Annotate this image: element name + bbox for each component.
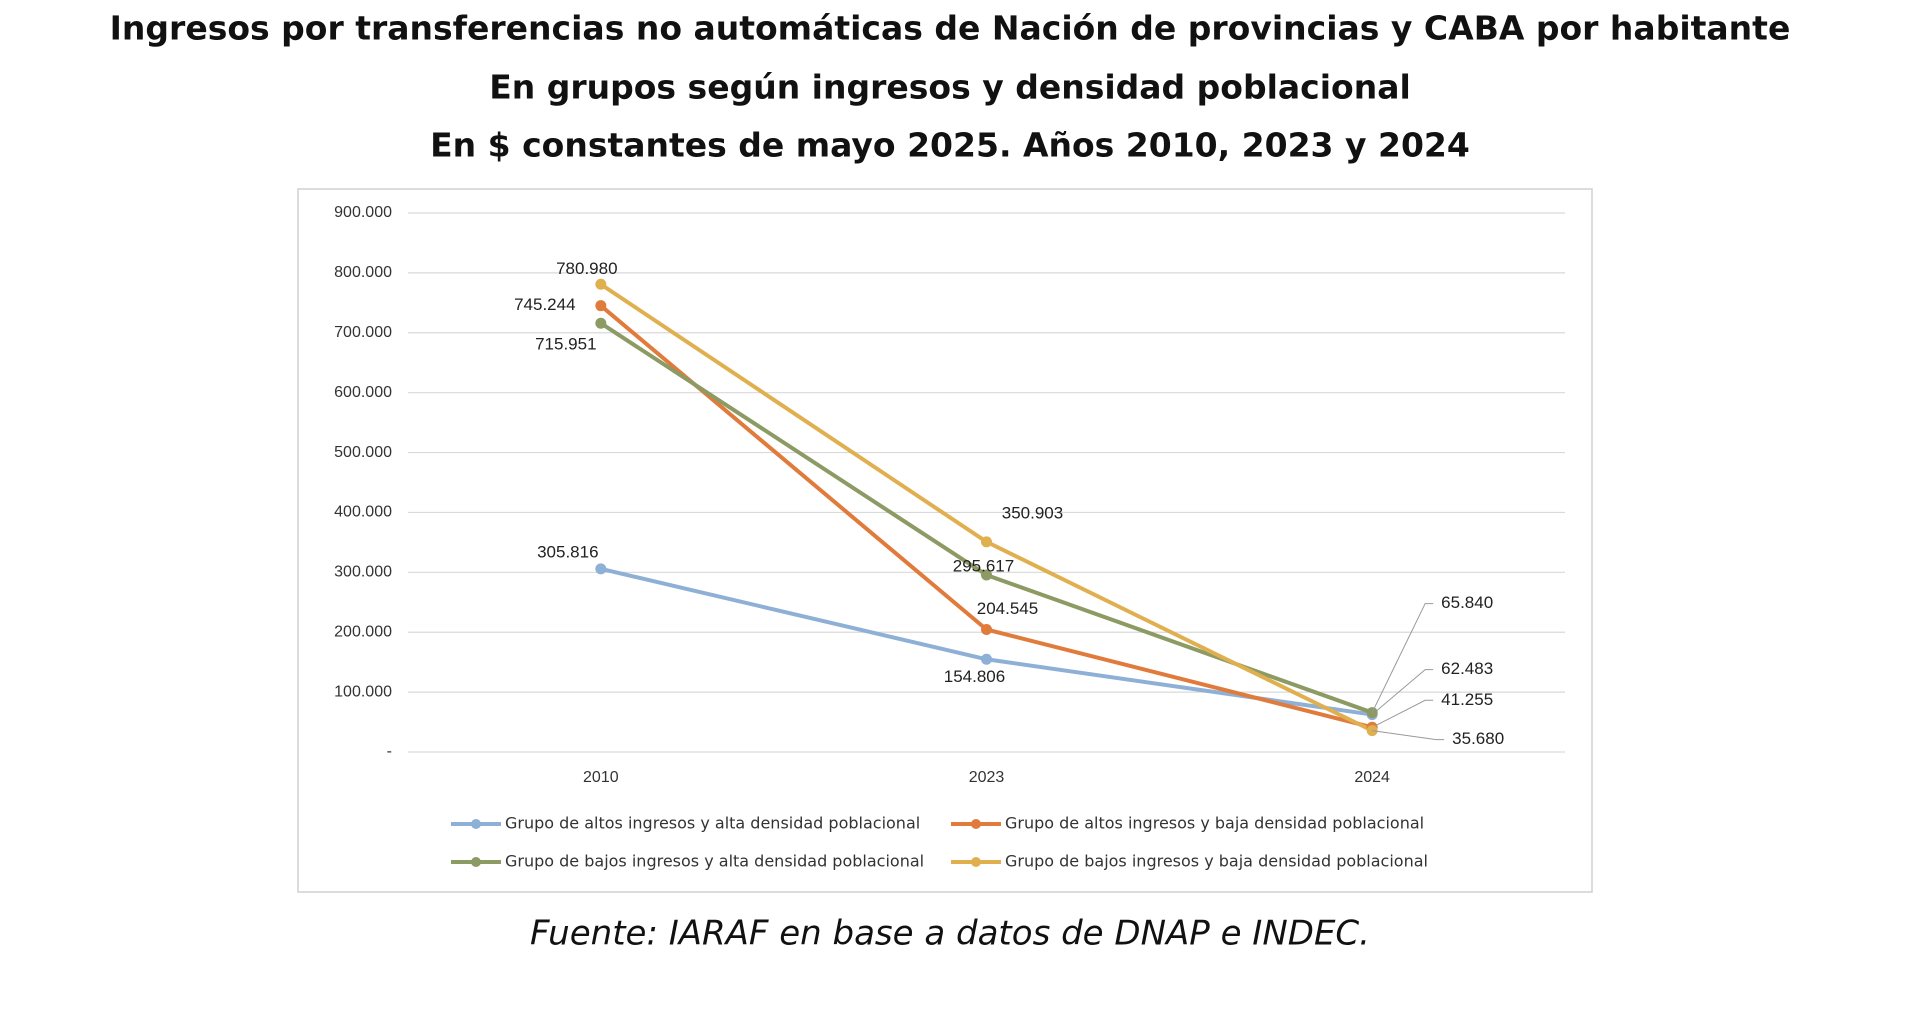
legend-swatch — [971, 819, 981, 829]
marker — [595, 278, 607, 290]
legend-swatch — [471, 857, 481, 867]
y-tick-label: 700.000 — [334, 324, 392, 341]
value-label: 350.903 — [1002, 503, 1063, 522]
y-tick-label: 400.000 — [334, 504, 392, 521]
value-label: 780.980 — [556, 259, 617, 278]
y-tick-label: 300.000 — [334, 564, 392, 581]
chart-subtitle: En $ constantes de mayo 2025. Años 2010,… — [430, 126, 1470, 165]
marker — [595, 317, 607, 329]
value-label: 305.816 — [537, 542, 598, 561]
y-tick-label: 900.000 — [334, 204, 392, 221]
y-tick-label: 600.000 — [334, 384, 392, 401]
leader-line — [1372, 730, 1445, 741]
marker — [981, 569, 992, 581]
x-tick-label: 2023 — [969, 769, 1005, 786]
value-label: 62.483 — [1441, 659, 1493, 678]
legend-label: Grupo de altos ingresos y baja densidad … — [1005, 814, 1424, 833]
value-label: 65.840 — [1441, 593, 1493, 612]
marker — [981, 653, 992, 665]
marker — [981, 624, 992, 636]
leader-line — [1371, 699, 1434, 728]
value-label: 41.255 — [1441, 690, 1493, 709]
y-tick-label: - — [387, 743, 392, 760]
legend-label: Grupo de bajos ingresos y alta densidad … — [505, 852, 924, 871]
legend-label: Grupo de altos ingresos y alta densidad … — [505, 814, 920, 833]
value-label: 154.806 — [944, 667, 1005, 686]
y-tick-label: 200.000 — [334, 623, 392, 640]
marker — [595, 300, 607, 312]
value-label: 35.680 — [1452, 729, 1504, 748]
legend-swatch — [471, 819, 481, 829]
marker — [595, 563, 607, 575]
value-label: 745.244 — [514, 295, 575, 314]
value-label: 715.951 — [535, 335, 596, 354]
source: Fuente: IARAF en base a datos de DNAP e … — [530, 914, 1370, 954]
chart-title: Ingresos por transferencias no automátic… — [110, 9, 1791, 48]
x-tick-label: 2024 — [1354, 769, 1390, 786]
value-label: 204.545 — [977, 599, 1038, 618]
marker — [981, 536, 992, 548]
leader-line — [1371, 603, 1434, 713]
y-tick-label: 800.000 — [334, 264, 392, 281]
chart-subtitle: En grupos según ingresos y densidad pobl… — [489, 68, 1411, 107]
x-tick-label: 2010 — [583, 769, 619, 786]
leader-line — [1371, 669, 1434, 715]
legend-swatch — [971, 857, 981, 867]
value-label: 295.617 — [953, 556, 1014, 575]
y-tick-label: 500.000 — [334, 444, 392, 461]
y-tick-label: 100.000 — [334, 683, 392, 700]
legend-label: Grupo de bajos ingresos y baja densidad … — [1005, 852, 1428, 871]
chart-frame — [297, 188, 1593, 893]
